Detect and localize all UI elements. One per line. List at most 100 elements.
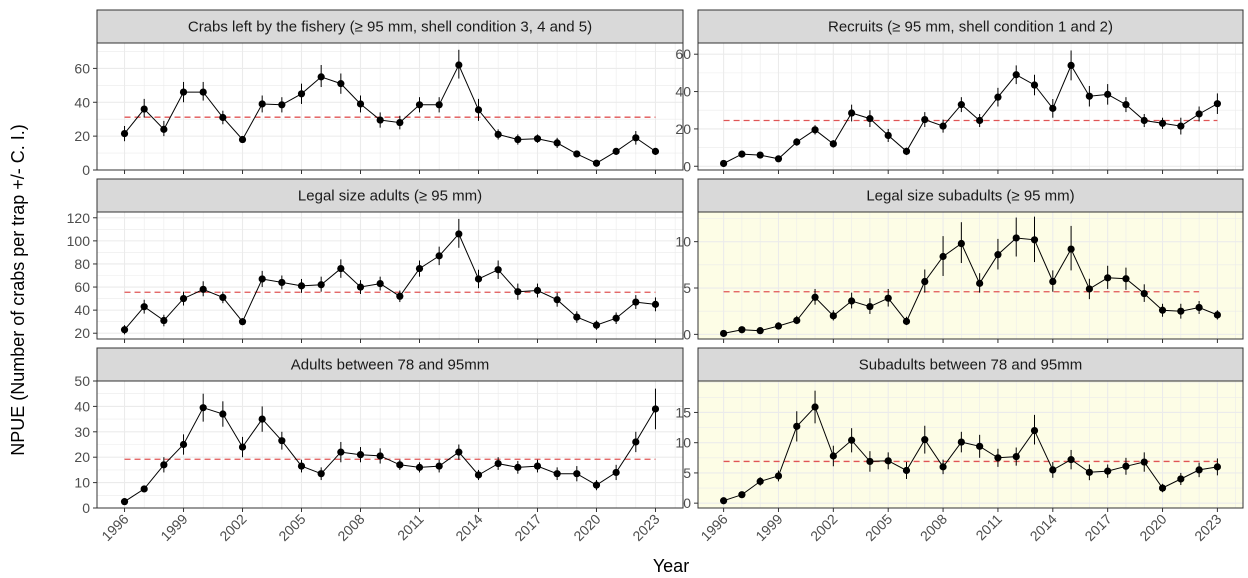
data-point xyxy=(592,481,601,489)
data-point xyxy=(1213,100,1221,108)
data-point xyxy=(396,292,404,300)
data-point xyxy=(435,101,443,109)
data-point xyxy=(297,462,306,470)
data-point xyxy=(1177,307,1185,315)
data-point xyxy=(829,312,837,320)
data-point xyxy=(415,264,424,273)
data-point xyxy=(258,275,266,283)
y-tick-label: 80 xyxy=(74,256,90,272)
data-point xyxy=(494,130,502,139)
x-tick-label: 1996 xyxy=(697,511,730,544)
data-point xyxy=(179,440,188,449)
data-point xyxy=(738,326,746,334)
data-point xyxy=(219,113,227,122)
data-point xyxy=(1104,90,1112,98)
data-point xyxy=(199,285,207,293)
data-point xyxy=(337,80,345,88)
data-point xyxy=(415,101,424,109)
y-tick-label: 60 xyxy=(74,60,90,76)
data-point xyxy=(902,317,911,325)
y-tick-label: 0 xyxy=(82,162,90,178)
data-point xyxy=(651,147,660,155)
y-tick-label: 20 xyxy=(74,128,90,144)
y-axis: 0 5 10 15 xyxy=(675,404,698,511)
data-point xyxy=(632,298,640,306)
data-point xyxy=(179,88,188,96)
panel-5: Adults between 78 and 95mm 0 10 20 30 40 50 199… xyxy=(74,347,684,544)
y-axis: 20 40 60 80 100 120 xyxy=(67,210,97,341)
data-points xyxy=(720,61,1221,168)
data-point xyxy=(720,329,728,338)
data-point xyxy=(1158,306,1167,314)
data-point xyxy=(829,140,837,148)
data-point xyxy=(1067,456,1075,464)
data-point xyxy=(774,322,783,330)
data-point xyxy=(1122,275,1130,283)
y-tick-label: 20 xyxy=(675,121,691,137)
data-point xyxy=(939,252,947,261)
data-point xyxy=(317,470,325,478)
data-point xyxy=(474,275,483,283)
y-tick-label: 40 xyxy=(74,398,90,414)
data-point xyxy=(811,126,819,134)
data-point xyxy=(902,147,911,155)
x-tick-label: 2011 xyxy=(394,511,427,544)
data-point xyxy=(1122,462,1130,470)
data-point xyxy=(939,463,947,471)
panel-4: Legal size subadults (≥ 95 mm) 0 5 10 xyxy=(675,178,1244,343)
data-point xyxy=(756,327,764,335)
data-point xyxy=(866,302,874,311)
x-tick-label: 2005 xyxy=(275,511,308,544)
x-axis xyxy=(124,339,656,343)
y-axis-title: NPUE (Number of crabs per trap +/- C. I.… xyxy=(8,124,28,456)
data-point xyxy=(356,283,365,291)
data-point xyxy=(848,297,856,305)
data-point xyxy=(553,470,561,478)
data-point xyxy=(455,448,463,456)
data-point xyxy=(866,457,874,466)
data-point xyxy=(1213,463,1221,471)
data-point xyxy=(533,462,542,470)
panel-border xyxy=(96,42,684,171)
data-point xyxy=(939,122,947,130)
series-line xyxy=(723,406,1218,502)
data-point xyxy=(957,438,965,446)
y-tick-label: 40 xyxy=(74,302,90,318)
x-tick-label: 2014 xyxy=(1027,511,1060,544)
data-point xyxy=(494,459,502,468)
data-point xyxy=(1104,467,1112,475)
data-point xyxy=(376,116,384,124)
data-point xyxy=(811,403,819,411)
x-tick-label: 2002 xyxy=(807,511,840,544)
y-axis: 0 20 40 60 xyxy=(74,60,97,178)
strip-title: Legal size adults (≥ 95 mm) xyxy=(298,188,482,205)
data-point xyxy=(435,252,443,260)
x-axis-title: Year xyxy=(653,556,689,576)
data-point xyxy=(1030,81,1039,89)
series-line xyxy=(124,232,656,331)
data-point xyxy=(902,466,911,475)
data-point xyxy=(199,88,207,96)
series-line xyxy=(124,407,656,503)
strip-title: Subadults between 78 and 95mm xyxy=(859,357,1082,374)
data-point xyxy=(278,101,286,109)
x-tick-label: 2014 xyxy=(452,511,485,544)
panel-background xyxy=(97,43,683,170)
x-tick-label: 1999 xyxy=(157,511,190,544)
data-point xyxy=(1195,303,1203,312)
data-point xyxy=(1177,475,1185,483)
y-tick-label: 0 xyxy=(683,326,691,342)
data-point xyxy=(494,266,502,274)
data-point xyxy=(774,472,783,480)
data-point xyxy=(612,314,620,322)
x-axis xyxy=(723,339,1218,343)
data-point xyxy=(957,101,965,109)
y-tick-label: 50 xyxy=(74,373,90,389)
data-point xyxy=(1140,289,1148,298)
data-point xyxy=(884,457,892,465)
data-point xyxy=(1049,466,1057,474)
data-point xyxy=(921,436,929,444)
data-point xyxy=(337,264,345,273)
